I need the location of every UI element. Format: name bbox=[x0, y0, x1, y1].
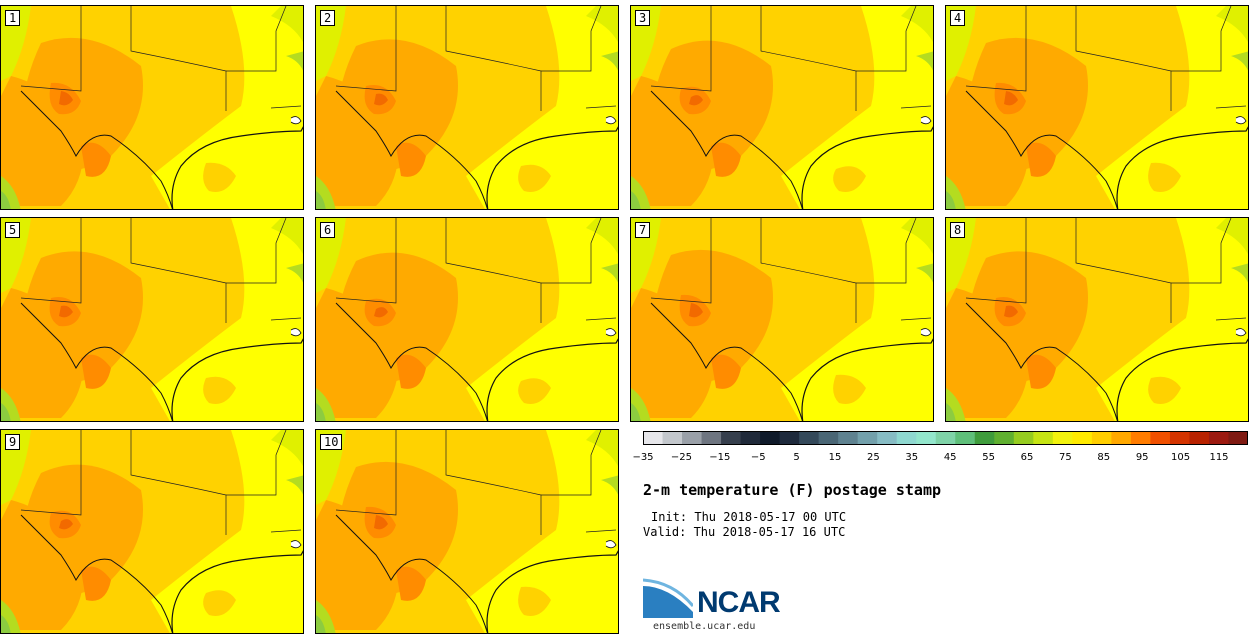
member-label: 7 bbox=[635, 222, 651, 238]
colorbar-bin bbox=[1169, 431, 1190, 445]
postage-stamp-panel: 5 bbox=[0, 217, 304, 422]
colorbar-tick-labels: −35 −25 −15 −5 5 15 25 35 45 55 65 75 85 95 105 115 bbox=[632, 452, 1253, 466]
colorbar-bin bbox=[857, 431, 878, 445]
colorbar-bin bbox=[1033, 431, 1054, 445]
colorbar-bin bbox=[662, 431, 683, 445]
colorbar-bin bbox=[1091, 431, 1112, 445]
colorbar-tick-label: 95 bbox=[1135, 452, 1149, 463]
colorbar-bin bbox=[1111, 431, 1132, 445]
colorbar-tick-label: 45 bbox=[943, 452, 957, 463]
colorbar-bin bbox=[955, 431, 976, 445]
init-time: Init: Thu 2018-05-17 00 UTC bbox=[651, 510, 847, 524]
colorbar-bin bbox=[682, 431, 702, 445]
colorbar-bin bbox=[643, 431, 663, 445]
colorbar-bin bbox=[1228, 431, 1248, 445]
member-label: 10 bbox=[320, 434, 343, 450]
colorbar-tick-label: −25 bbox=[670, 452, 692, 463]
postage-stamp-panel: 7 bbox=[630, 217, 934, 422]
colorbar-tick-label: 15 bbox=[828, 452, 842, 463]
postage-stamp-panel: 4 bbox=[945, 5, 1249, 210]
colorbar-tick-label: 75 bbox=[1059, 452, 1072, 463]
colorbar-bin bbox=[974, 431, 995, 445]
temperature-colorbar bbox=[643, 431, 1248, 445]
postage-stamp-panel: 9 bbox=[0, 429, 304, 634]
colorbar-tick-label: 5 bbox=[793, 452, 800, 463]
ncar-logo-text: NCAR bbox=[697, 586, 781, 619]
colorbar-tick-label: 115 bbox=[1209, 452, 1229, 463]
colorbar-bin bbox=[916, 431, 937, 445]
colorbar-tick-label: 105 bbox=[1171, 452, 1191, 463]
postage-stamp-panel: 8 bbox=[945, 217, 1249, 422]
colorbar-tick-label: 65 bbox=[1020, 452, 1034, 463]
member-label: 1 bbox=[5, 10, 21, 26]
colorbar-bin bbox=[838, 431, 859, 445]
postage-stamp-panel: 2 bbox=[315, 5, 619, 210]
colorbar-tick-label: 55 bbox=[982, 452, 995, 463]
colorbar-bin bbox=[877, 431, 898, 445]
colorbar-tick-label: −15 bbox=[709, 452, 731, 463]
ncar-url: ensemble.ucar.edu bbox=[653, 621, 756, 632]
colorbar-bin bbox=[1072, 431, 1093, 445]
member-label: 5 bbox=[5, 222, 21, 238]
colorbar-bin bbox=[740, 431, 761, 445]
colorbar-tick-label: −35 bbox=[632, 452, 654, 463]
colorbar-tick-label: −5 bbox=[750, 452, 766, 463]
colorbar-tick-label: 25 bbox=[867, 452, 880, 463]
colorbar-bin bbox=[818, 431, 839, 445]
member-label: 8 bbox=[950, 222, 966, 238]
colorbar-bin bbox=[701, 431, 722, 445]
colorbar-bin bbox=[779, 431, 800, 445]
colorbar-bin bbox=[935, 431, 956, 445]
colorbar-bin bbox=[1052, 431, 1073, 445]
colorbar-bin bbox=[1189, 431, 1210, 445]
member-label: 9 bbox=[5, 434, 21, 450]
member-label: 4 bbox=[950, 10, 966, 26]
colorbar-bin bbox=[994, 431, 1015, 445]
colorbar-bin bbox=[760, 431, 781, 445]
figure-title: 2-m temperature (F) postage stamp bbox=[643, 481, 942, 499]
colorbar-bin bbox=[1150, 431, 1171, 445]
colorbar-bin bbox=[896, 431, 917, 445]
colorbar-tick-label: 85 bbox=[1097, 452, 1111, 463]
ncar-logo-icon bbox=[643, 578, 693, 618]
valid-time: Valid: Thu 2018-05-17 16 UTC bbox=[643, 525, 846, 539]
colorbar-bin bbox=[799, 431, 820, 445]
colorbar-tick-label: 35 bbox=[905, 452, 919, 463]
colorbar-bin bbox=[1130, 431, 1151, 445]
colorbar-bin bbox=[1013, 431, 1034, 445]
member-label: 3 bbox=[635, 10, 651, 26]
member-label: 2 bbox=[320, 10, 336, 26]
postage-stamp-panel: 3 bbox=[630, 5, 934, 210]
postage-stamp-panel: 6 bbox=[315, 217, 619, 422]
postage-stamp-panel: 10 bbox=[315, 429, 619, 634]
postage-stamp-panel: 1 bbox=[0, 5, 304, 210]
member-label: 6 bbox=[320, 222, 336, 238]
colorbar-bin bbox=[1208, 431, 1229, 445]
colorbar-bin bbox=[721, 431, 741, 445]
